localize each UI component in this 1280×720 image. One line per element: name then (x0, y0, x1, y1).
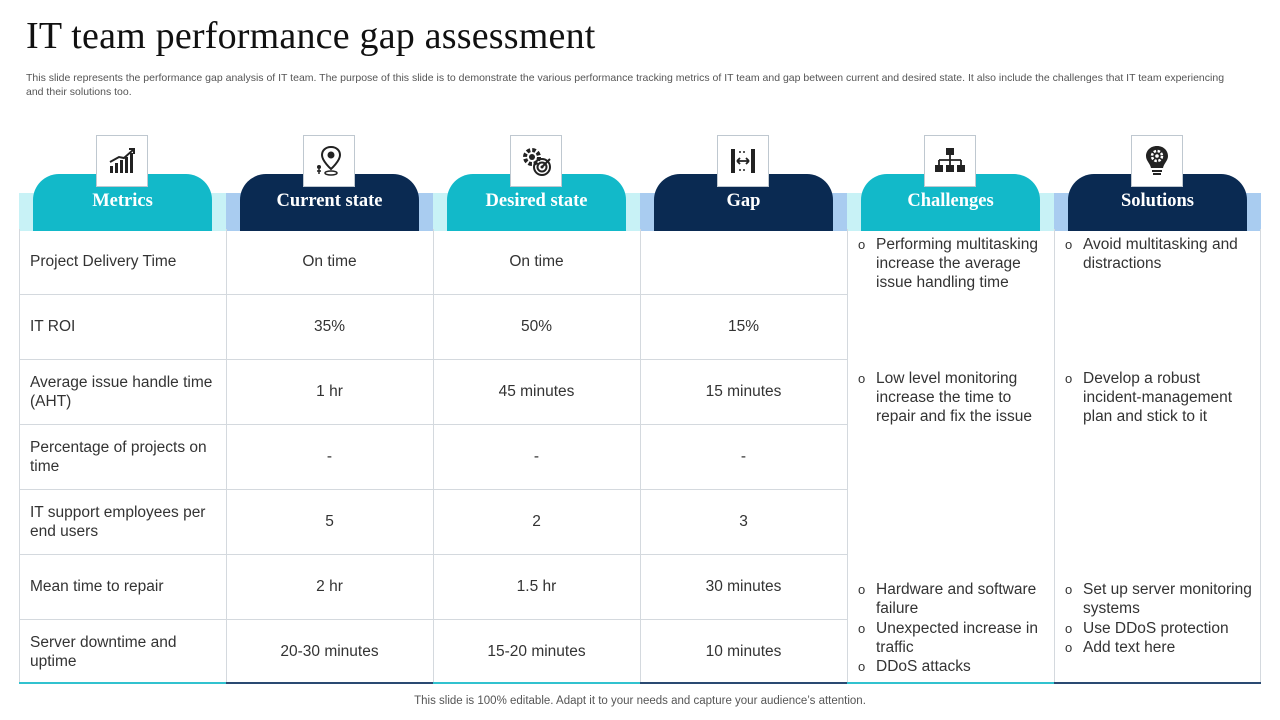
bar-chart-growth-icon (96, 135, 148, 187)
list-item: o Hardware and software failure (858, 581, 1037, 617)
column-header-gap: Gap (640, 135, 847, 231)
list-item: o DDoS attacks (858, 658, 971, 675)
bullet-glyph: o (858, 582, 866, 597)
location-pin-person-icon (303, 135, 355, 187)
bullet-glyph: o (1065, 621, 1073, 636)
list-item: o Add text here (1065, 639, 1176, 656)
gap-value: 10 minutes (705, 642, 782, 660)
desired-value: 1.5 hr (516, 577, 557, 595)
bullet-glyph: o (858, 371, 866, 386)
list-item: o Unexpected increase in traffic (858, 620, 1038, 656)
metric-name: IT ROI (30, 318, 76, 335)
bullet-glyph: o (1065, 237, 1073, 252)
metric-name: IT support employees per end users (30, 503, 206, 540)
current-value: 2 hr (316, 577, 343, 595)
gap-value (640, 229, 847, 294)
bottom-accent (640, 682, 847, 684)
column-header-label: Desired state (485, 191, 588, 211)
column-header-challenges: Challenges (847, 135, 1054, 231)
list-item: o Use DDoS protection (1065, 620, 1229, 637)
metric-name: Mean time to repair (30, 578, 164, 595)
gap-value: 15% (727, 317, 760, 335)
column-header-label: Current state (276, 191, 383, 211)
bullet-glyph: o (858, 237, 866, 252)
solutions-list: o Avoid multitasking and distractions o De… (1054, 229, 1261, 684)
desired-value: 45 minutes (498, 382, 575, 400)
grid-line (226, 229, 227, 684)
footer-note: This slide is 100% editable. Adapt it to… (414, 695, 866, 707)
grid-line (847, 229, 848, 684)
desired-value: 50% (520, 317, 553, 335)
current-value: 35% (313, 317, 346, 335)
desired-value: - (533, 447, 540, 465)
list-item: o Set up server monitoring systems (1065, 581, 1252, 617)
page-title: IT team performance gap assessment (26, 15, 596, 57)
column-header-metrics: Metrics (19, 135, 226, 231)
current-value: - (326, 447, 333, 465)
list-item: o Performing multitasking increase the av… (858, 236, 1038, 291)
column-header-label: Metrics (92, 191, 153, 211)
table-row: Server downtime and uptime 20-30 minutes… (19, 619, 848, 684)
desired-value: 2 (532, 512, 541, 530)
column-header-label: Gap (726, 191, 761, 211)
metric-name: Server downtime and uptime (30, 633, 177, 670)
lightbulb-gear-icon (1131, 135, 1183, 187)
bullet-glyph: o (1065, 371, 1073, 386)
hierarchy-icon (924, 135, 976, 187)
bottom-accent (1054, 682, 1261, 684)
current-value: On time (302, 252, 357, 270)
bullet-glyph: o (858, 659, 866, 674)
column-header-current-state: Current state (226, 135, 433, 231)
challenges-list: o Performing multitasking increase the av… (847, 229, 1054, 684)
gap-value: - (740, 447, 747, 465)
gear-target-icon (510, 135, 562, 187)
page-description: This slide represents the performance ga… (26, 72, 1225, 98)
grid-line (433, 229, 434, 684)
gap-arrows-icon (717, 135, 769, 187)
gap-value: 30 minutes (705, 577, 782, 595)
grid-line (1260, 229, 1261, 684)
gap-value: 3 (739, 512, 748, 530)
bullet-glyph: o (858, 621, 866, 636)
gap-value: 15 minutes (705, 382, 782, 400)
list-item: o Avoid multitasking and distractions (1065, 236, 1238, 272)
metric-name: Average issue handle time (AHT) (30, 373, 213, 410)
bottom-accent (19, 682, 226, 684)
desired-value: On time (509, 252, 564, 270)
current-value: 20-30 minutes (280, 642, 379, 660)
grid-line (640, 229, 641, 684)
list-item: o Low level monitoring increase the time … (858, 370, 1032, 425)
current-value: 1 hr (316, 382, 343, 400)
bottom-accent (226, 682, 433, 684)
grid-line (1054, 229, 1055, 684)
list-item: o Develop a robust incident-management pl… (1065, 370, 1233, 425)
current-value: 5 (325, 512, 334, 530)
metric-name: Project Delivery Time (30, 253, 177, 270)
column-header-label: Solutions (1120, 191, 1194, 211)
column-header-desired-state: Desired state (433, 135, 640, 231)
column-header-label: Challenges (907, 191, 994, 211)
bottom-accent (433, 682, 640, 684)
column-header-solutions: Solutions (1054, 135, 1261, 231)
desired-value: 15-20 minutes (487, 642, 586, 660)
grid-line (19, 229, 20, 684)
bullet-glyph: o (1065, 582, 1073, 597)
metric-name: Percentage of projects on time (30, 438, 207, 475)
bottom-accent (847, 682, 1054, 684)
bullet-glyph: o (1065, 640, 1073, 655)
